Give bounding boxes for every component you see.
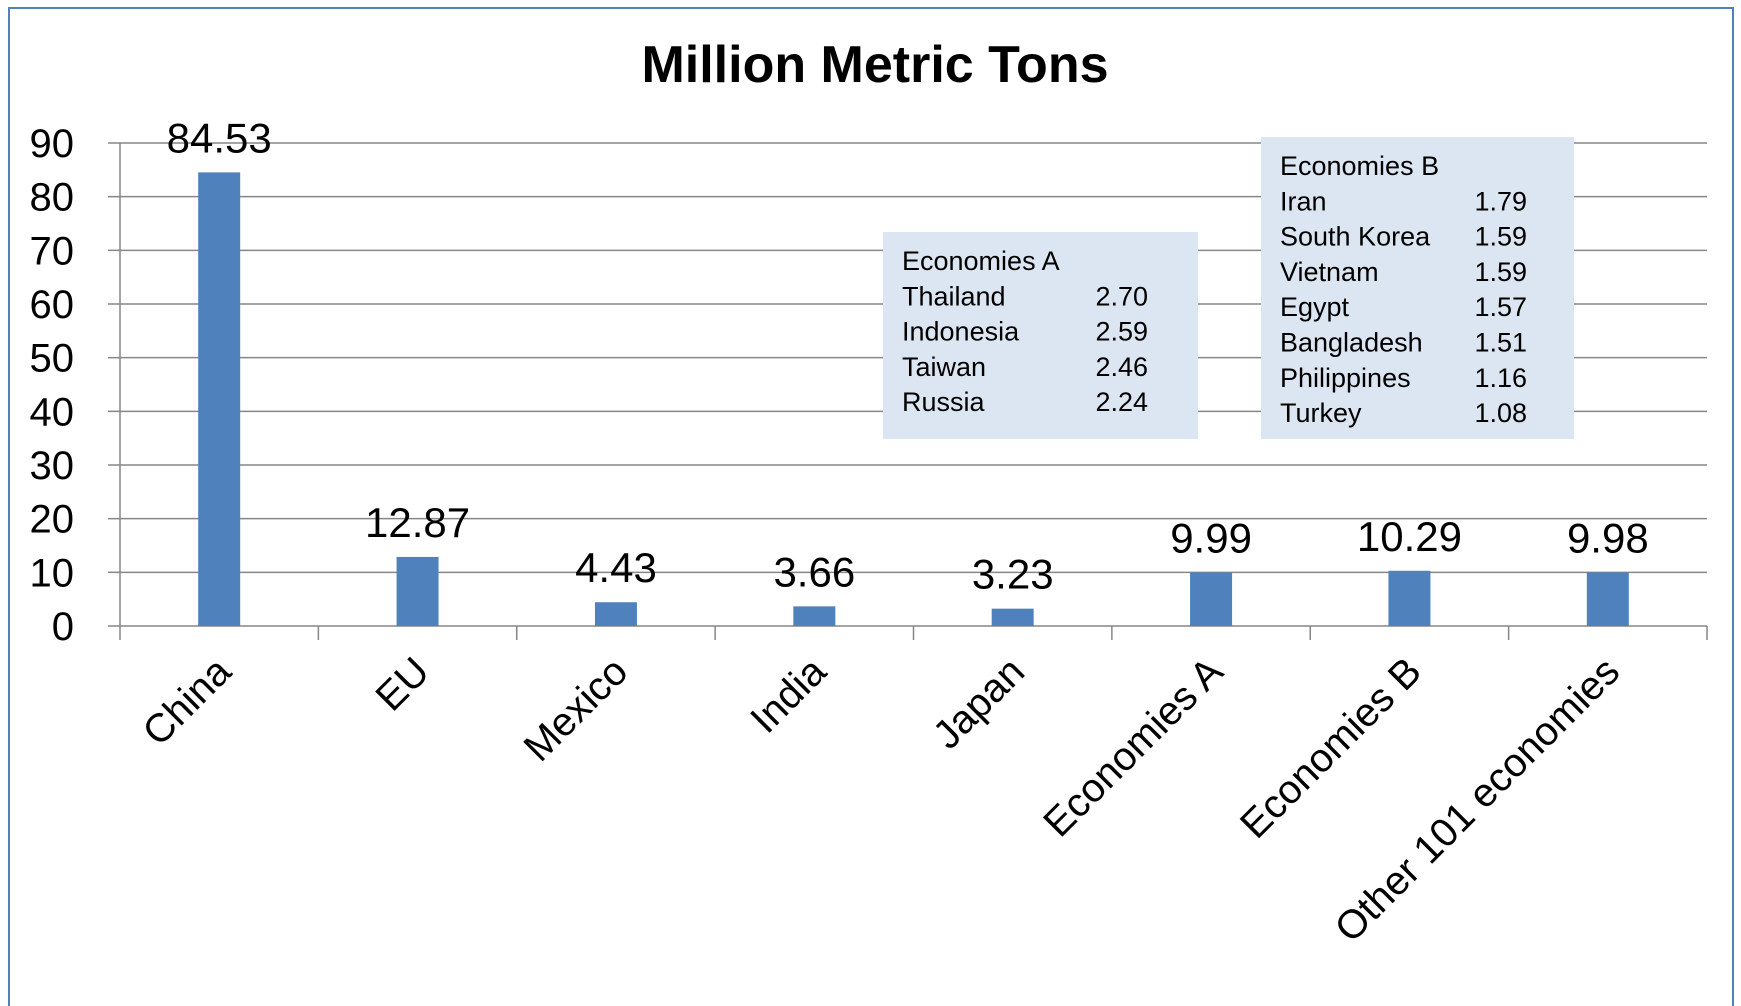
annotation-row-value: 1.16: [1474, 363, 1527, 393]
annotation-row-name: South Korea: [1280, 222, 1431, 252]
bar: [396, 556, 439, 626]
annotation-row-value: 2.24: [1095, 387, 1148, 417]
annotation-row-value: 2.70: [1095, 281, 1148, 311]
annotation-row-name: Russia: [902, 387, 986, 417]
y-tick-label: 0: [52, 605, 74, 649]
annotation-box-bg: [883, 232, 1198, 439]
annotation-row-name: Egypt: [1280, 292, 1350, 322]
bar: [594, 602, 637, 626]
bar: [1586, 572, 1629, 626]
y-tick-label: 60: [30, 283, 75, 327]
annotation-row-name: Taiwan: [902, 352, 986, 382]
data-label: 4.43: [575, 544, 657, 591]
annotation-row-name: Turkey: [1280, 398, 1362, 428]
data-label: 3.66: [773, 548, 855, 595]
annotation-row-value: 2.46: [1095, 352, 1148, 382]
annotation-row-value: 1.59: [1474, 257, 1527, 287]
y-tick-label: 20: [30, 498, 75, 542]
annotation-row-value: 2.59: [1095, 317, 1148, 347]
annotation-row-name: Philippines: [1280, 363, 1411, 393]
chart-title: Million Metric Tons: [641, 36, 1108, 94]
data-label: 10.29: [1357, 513, 1462, 560]
y-tick-label: 10: [30, 551, 75, 595]
y-tick-label: 90: [30, 122, 75, 166]
bar: [198, 172, 241, 627]
y-tick-label: 50: [30, 337, 75, 381]
annotation-box: Economies B Iran 1.79 South Korea 1.59 Vietna…: [1261, 137, 1574, 439]
data-labels: 84.53 12.87 4.43 3.66 3.23 9.99 10.29 9.98: [167, 114, 1649, 597]
annotation-row-value: 1.51: [1474, 328, 1527, 358]
data-label: 3.23: [972, 551, 1054, 598]
annotation-box: Economies A Thailand 2.70 Indonesia 2.59 Taiw…: [883, 232, 1198, 439]
annotation-row-name: Vietnam: [1280, 257, 1379, 287]
bar: [1388, 570, 1431, 626]
annotation-title: Economies A: [902, 246, 1060, 276]
annotation-row-name: Thailand: [902, 281, 1006, 311]
bar: [1190, 572, 1233, 626]
bars: [198, 172, 1629, 627]
annotation-box-bg: [1261, 137, 1574, 439]
annotation-row-name: Bangladesh: [1280, 328, 1423, 358]
annotation-row-value: 1.08: [1474, 398, 1527, 428]
x-axis: [119, 143, 1708, 640]
data-label: 12.87: [365, 499, 470, 546]
annotation-title: Economies B: [1280, 151, 1439, 181]
y-tick-label: 70: [30, 229, 75, 273]
data-label: 9.99: [1170, 514, 1252, 561]
data-label: 9.98: [1567, 514, 1649, 561]
y-tick-label: 40: [30, 390, 75, 434]
y-tick-label: 30: [30, 444, 75, 488]
annotation-row-value: 1.59: [1474, 222, 1527, 252]
annotation-row-name: Iran: [1280, 186, 1327, 216]
annotation-row-name: Indonesia: [902, 317, 1020, 347]
annotation-boxes: Economies A Thailand 2.70 Indonesia 2.59 Taiw…: [883, 137, 1574, 439]
annotation-row-value: 1.79: [1474, 186, 1527, 216]
data-label: 84.53: [167, 114, 272, 161]
y-tick-label: 80: [30, 176, 75, 220]
y-axis-ticks: 0 10 20 30 40 50 60 70 80 90: [30, 122, 120, 649]
bar: [991, 608, 1034, 626]
bar: [793, 606, 836, 626]
annotation-row-value: 1.57: [1474, 292, 1527, 322]
